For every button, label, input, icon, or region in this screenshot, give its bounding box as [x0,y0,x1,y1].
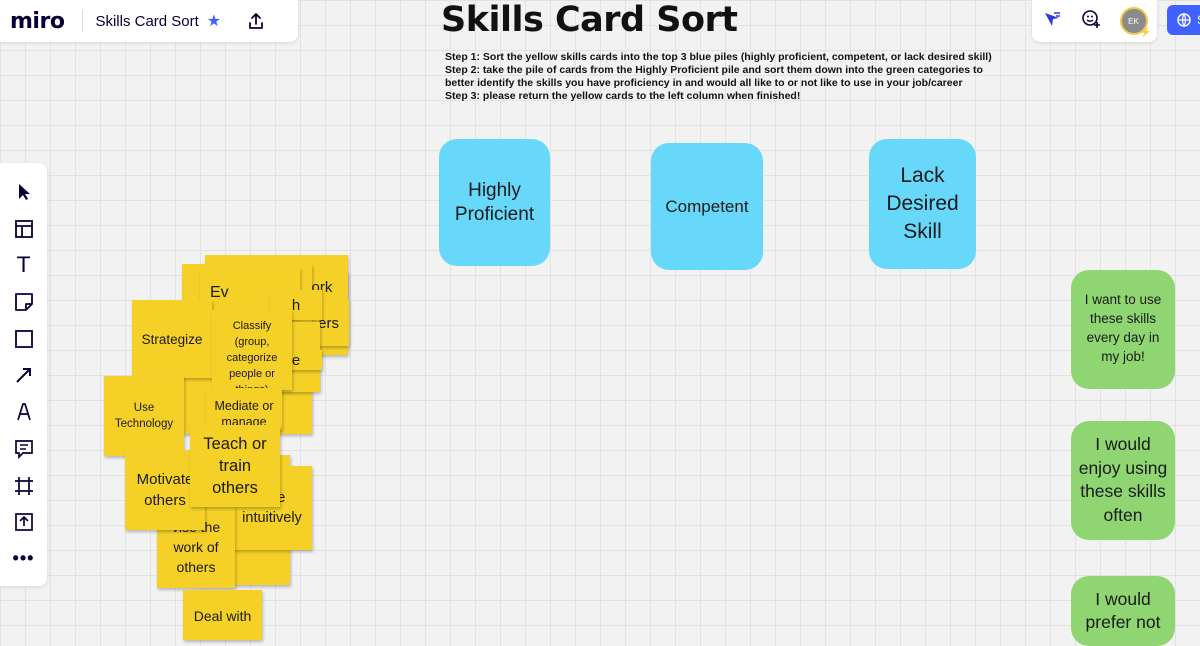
select-tool-icon[interactable] [11,179,37,205]
pile-lack-desired-skill[interactable]: Lack Desired Skill [869,139,976,269]
arrow-tool-icon[interactable] [11,362,37,388]
share-label: S [1197,13,1200,27]
left-toolbar: T ••• [0,163,47,586]
add-reaction-icon[interactable] [1081,9,1101,34]
step-line: Step 3: please return the yellow cards t… [445,90,801,102]
sticky-text: ers [318,314,339,332]
sticky-text: Motivate others [136,471,194,509]
globe-icon [1177,13,1191,27]
more-tools-icon[interactable]: ••• [12,548,35,569]
pile-highly-proficient[interactable]: Highly Proficient [439,139,550,266]
category-enjoy-often[interactable]: I would enjoy using these skills often [1071,421,1175,540]
frame-tool-icon[interactable] [11,473,37,499]
pen-tool-icon[interactable] [11,399,37,425]
sticky-note[interactable]: Use Technology [104,376,184,456]
reactions-icon[interactable] [1042,10,1062,33]
sticky-note-icon[interactable] [11,289,37,315]
sticky-text: Deal with [193,608,252,624]
comment-icon[interactable] [11,436,37,462]
templates-icon[interactable] [11,216,37,242]
pile-label: Highly Proficient [454,179,535,225]
category-label: I would enjoy using these skills often [1078,434,1168,525]
instructions[interactable]: Step 1: Sort the yellow skills cards int… [445,51,1045,103]
sticky-text: Strategize [141,331,203,347]
text-tool-icon[interactable]: T [17,253,30,278]
export-icon[interactable] [247,12,265,30]
board-header: miro Skills Card Sort ★ [0,0,298,42]
pile-label: Competent [665,196,749,216]
header-divider [82,10,84,32]
upload-icon[interactable] [11,509,37,535]
step-line: better identify the skills you have prof… [445,77,963,89]
sticky-text: Teach or train others [203,435,267,497]
user-avatar[interactable]: EK ⚡ [1119,7,1152,37]
category-label: I want to use these skills every day in … [1084,292,1162,364]
category-label: I would prefer not [1085,589,1161,632]
sticky-note[interactable]: Strategize [132,300,212,378]
category-every-day[interactable]: I want to use these skills every day in … [1071,270,1175,389]
board-title[interactable]: Skills Card Sort [95,12,199,30]
sticky-note[interactable]: Mediate or manage [206,388,282,430]
board-heading[interactable]: Skills Card Sort [441,0,738,40]
category-prefer-not[interactable]: I would prefer not [1071,576,1175,646]
step-line: Step 2: take the pile of cards from the … [445,64,983,76]
shape-tool-icon[interactable] [11,326,37,352]
sticky-text: Ev [210,284,229,301]
sticky-note[interactable]: Deal with [183,590,262,640]
step-line: Step 1: Sort the yellow skills cards int… [445,51,992,63]
sticky-note[interactable]: Classify (group, categorize people or th… [212,310,292,390]
avatar-initials: EK [1128,16,1139,26]
sticky-text: Use Technology [114,402,174,430]
miro-logo[interactable]: miro [10,8,65,34]
sticky-note[interactable]: Teach or train others [190,425,280,507]
bolt-icon: ⚡ [1140,27,1152,37]
pile-label: Lack Desired Skill [886,164,959,243]
collaboration-bar: EK ⚡ [1032,0,1157,42]
share-button[interactable]: S [1167,5,1200,35]
sticky-text: Classify (group, categorize people or th… [226,320,278,390]
star-icon[interactable]: ★ [206,13,222,30]
pile-competent[interactable]: Competent [651,143,763,270]
sticky-text: e [291,351,301,369]
sticky-text: h [291,296,301,314]
